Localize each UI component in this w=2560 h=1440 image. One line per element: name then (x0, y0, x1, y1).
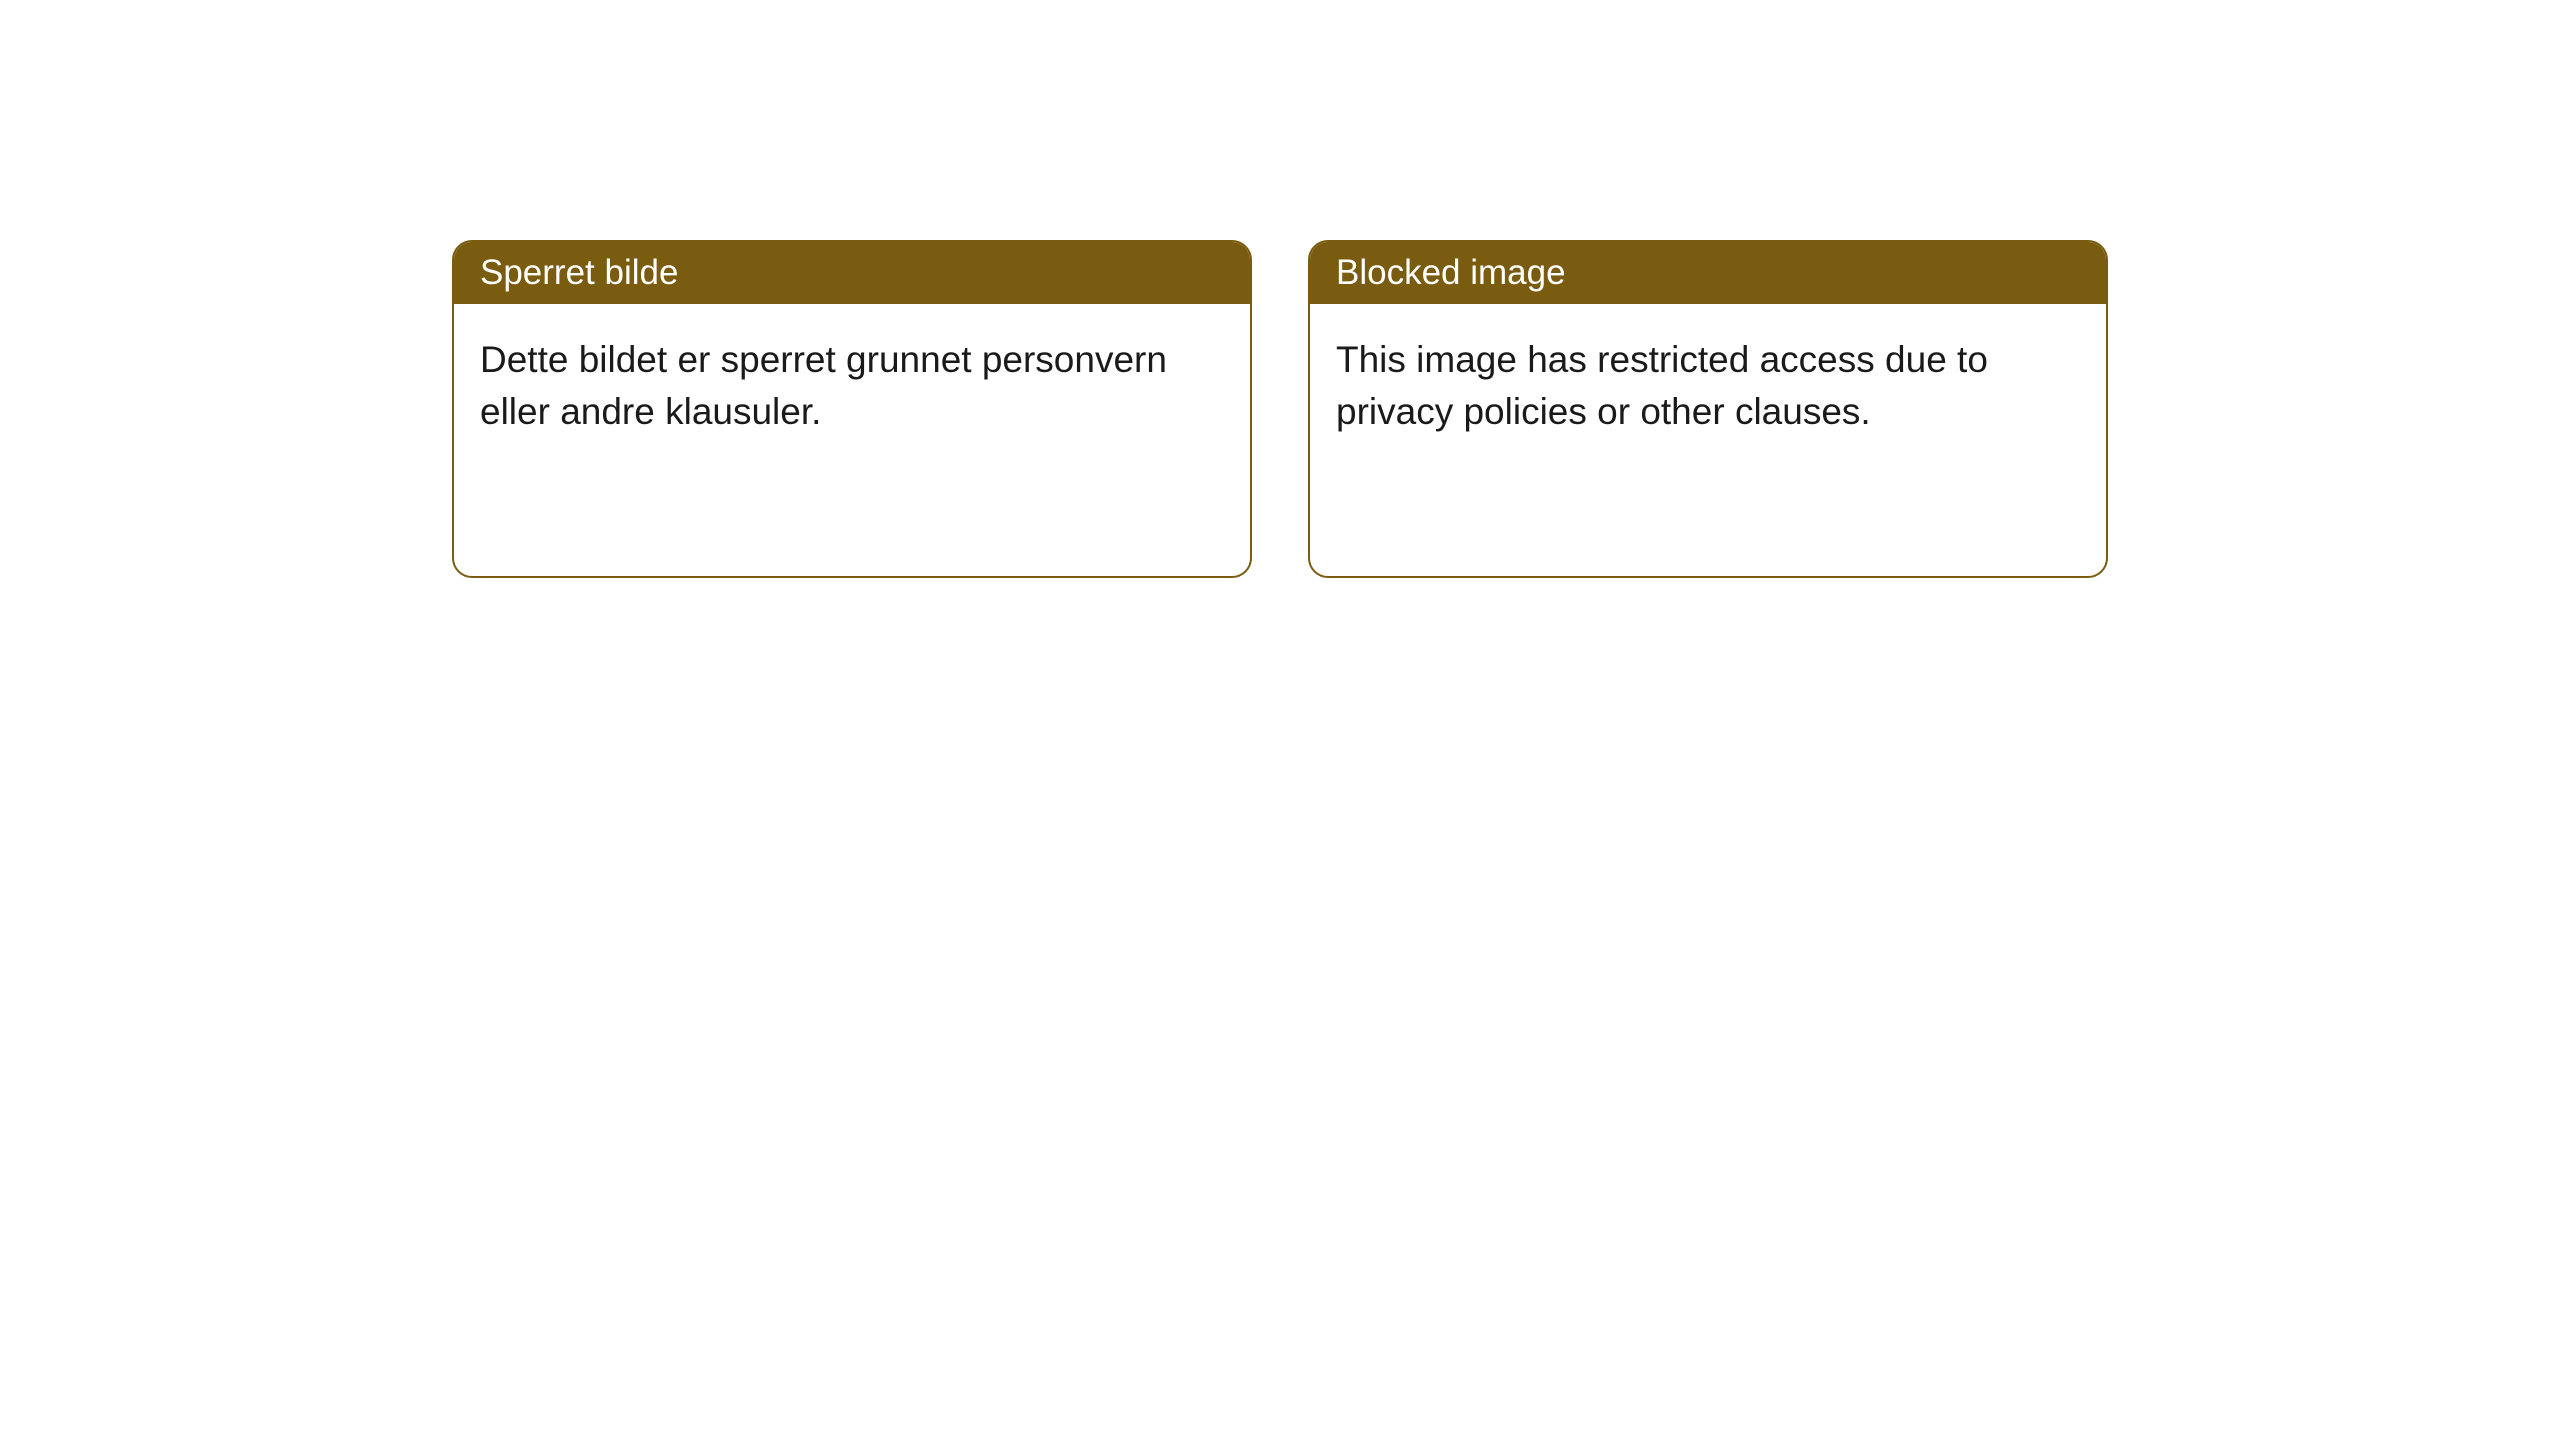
notices-container: Sperret bilde Dette bildet er sperret gr… (452, 240, 2108, 578)
notice-header: Sperret bilde (454, 242, 1250, 304)
notice-header: Blocked image (1310, 242, 2106, 304)
notice-box-english: Blocked image This image has restricted … (1308, 240, 2108, 578)
notice-box-norwegian: Sperret bilde Dette bildet er sperret gr… (452, 240, 1252, 578)
notice-body: Dette bildet er sperret grunnet personve… (454, 304, 1250, 468)
notice-body: This image has restricted access due to … (1310, 304, 2106, 468)
